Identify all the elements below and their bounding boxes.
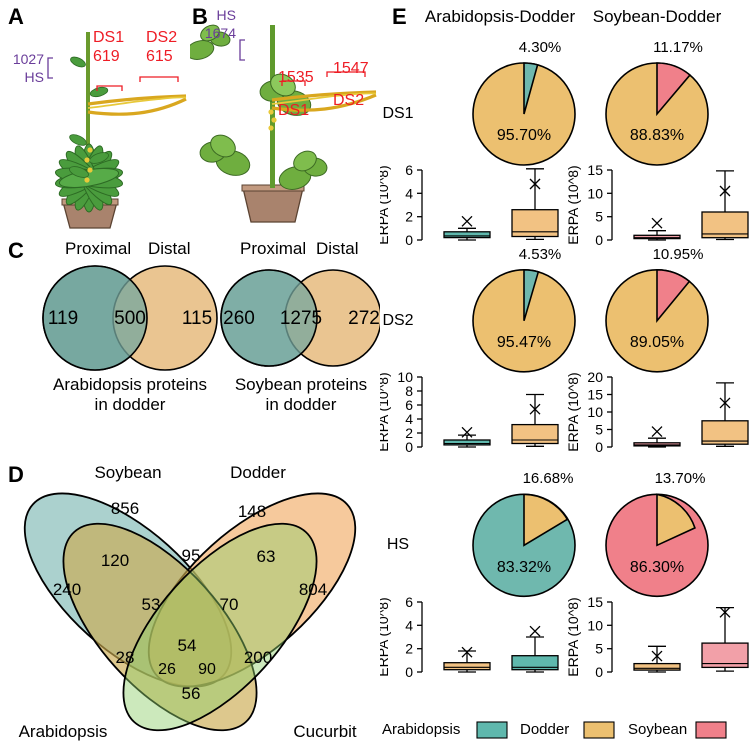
svg-text:ERPA (10^8): ERPA (10^8) bbox=[380, 165, 391, 244]
svg-text:6: 6 bbox=[405, 594, 413, 610]
svg-text:95.47%: 95.47% bbox=[497, 334, 551, 351]
svg-text:10.95%: 10.95% bbox=[653, 246, 704, 263]
svg-text:0: 0 bbox=[405, 232, 413, 248]
svg-text:Proximal: Proximal bbox=[240, 239, 306, 258]
svg-text:Cucurbit: Cucurbit bbox=[293, 722, 357, 741]
svg-text:DS2: DS2 bbox=[333, 92, 364, 109]
svg-text:2: 2 bbox=[405, 209, 413, 225]
svg-text:90: 90 bbox=[198, 661, 216, 678]
svg-text:10: 10 bbox=[397, 369, 413, 385]
svg-text:83.32%: 83.32% bbox=[497, 559, 551, 576]
svg-text:4: 4 bbox=[405, 411, 413, 427]
svg-text:ERPA (10^8): ERPA (10^8) bbox=[380, 597, 391, 676]
svg-text:6: 6 bbox=[405, 397, 413, 413]
svg-text:63: 63 bbox=[257, 547, 276, 566]
svg-text:DS2: DS2 bbox=[146, 29, 177, 46]
svg-text:Proximal: Proximal bbox=[65, 239, 131, 258]
svg-text:2: 2 bbox=[405, 641, 413, 657]
svg-text:HS: HS bbox=[217, 7, 236, 23]
svg-text:Arabidopsis proteins: Arabidopsis proteins bbox=[53, 375, 207, 394]
svg-text:Distal: Distal bbox=[316, 239, 359, 258]
svg-text:10: 10 bbox=[587, 185, 603, 201]
svg-text:13.70%: 13.70% bbox=[655, 470, 706, 487]
svg-text:804: 804 bbox=[299, 580, 327, 599]
svg-text:Soybean-Dodder: Soybean-Dodder bbox=[593, 7, 722, 26]
svg-text:260: 260 bbox=[223, 308, 255, 329]
svg-text:1547: 1547 bbox=[333, 60, 369, 77]
svg-text:6: 6 bbox=[405, 162, 413, 178]
svg-text:619: 619 bbox=[93, 48, 120, 65]
svg-text:2: 2 bbox=[405, 425, 413, 441]
svg-text:8: 8 bbox=[405, 383, 413, 399]
svg-text:1674: 1674 bbox=[205, 25, 236, 41]
svg-text:15: 15 bbox=[587, 594, 603, 610]
svg-text:1275: 1275 bbox=[280, 308, 322, 329]
svg-text:95: 95 bbox=[182, 546, 201, 565]
svg-text:56: 56 bbox=[182, 684, 201, 703]
svg-text:120: 120 bbox=[101, 551, 129, 570]
svg-text:119: 119 bbox=[48, 308, 78, 329]
svg-text:Arabidopsis-Dodder: Arabidopsis-Dodder bbox=[425, 7, 576, 26]
svg-text:115: 115 bbox=[182, 308, 212, 329]
svg-text:615: 615 bbox=[146, 48, 173, 65]
svg-text:5: 5 bbox=[595, 422, 603, 438]
svg-text:1535: 1535 bbox=[278, 69, 314, 86]
svg-text:200: 200 bbox=[244, 648, 272, 667]
svg-text:DS1: DS1 bbox=[278, 102, 309, 119]
svg-text:54: 54 bbox=[178, 636, 197, 655]
svg-text:10: 10 bbox=[587, 617, 603, 633]
svg-text:Arabidopsis: Arabidopsis bbox=[19, 722, 108, 741]
svg-text:15: 15 bbox=[587, 162, 603, 178]
svg-text:in dodder: in dodder bbox=[95, 395, 166, 414]
svg-text:10: 10 bbox=[587, 404, 603, 420]
svg-text:1027: 1027 bbox=[13, 51, 44, 67]
svg-text:20: 20 bbox=[587, 369, 603, 385]
svg-text:4.30%: 4.30% bbox=[519, 39, 562, 56]
svg-text:5: 5 bbox=[595, 641, 603, 657]
svg-text:Arabidopsis: Arabidopsis bbox=[382, 721, 460, 738]
svg-text:4: 4 bbox=[405, 617, 413, 633]
svg-text:ERPA (10^8): ERPA (10^8) bbox=[565, 597, 581, 676]
svg-text:HS: HS bbox=[387, 536, 409, 553]
svg-text:88.83%: 88.83% bbox=[630, 127, 684, 144]
svg-text:5: 5 bbox=[595, 209, 603, 225]
svg-text:70: 70 bbox=[220, 595, 239, 614]
svg-text:Dodder: Dodder bbox=[520, 721, 569, 738]
svg-text:15: 15 bbox=[587, 387, 603, 403]
svg-text:0: 0 bbox=[405, 439, 413, 455]
svg-text:DS2: DS2 bbox=[382, 312, 413, 329]
svg-text:856: 856 bbox=[111, 499, 139, 518]
svg-text:Soybean: Soybean bbox=[628, 721, 687, 738]
svg-text:0: 0 bbox=[595, 232, 603, 248]
svg-text:0: 0 bbox=[405, 664, 413, 680]
svg-text:4: 4 bbox=[405, 185, 413, 201]
svg-text:Soybean: Soybean bbox=[94, 463, 161, 482]
svg-text:0: 0 bbox=[595, 439, 603, 455]
svg-text:DS1: DS1 bbox=[382, 105, 413, 122]
svg-text:Soybean proteins: Soybean proteins bbox=[235, 375, 367, 394]
svg-text:11.17%: 11.17% bbox=[653, 39, 703, 56]
svg-text:95.70%: 95.70% bbox=[497, 127, 551, 144]
svg-text:28: 28 bbox=[116, 648, 135, 667]
svg-text:500: 500 bbox=[114, 308, 146, 329]
svg-text:DS1: DS1 bbox=[93, 29, 124, 46]
svg-text:ERPA (10^8): ERPA (10^8) bbox=[565, 165, 581, 244]
svg-text:272: 272 bbox=[348, 308, 380, 329]
svg-text:in dodder: in dodder bbox=[266, 395, 337, 414]
svg-text:ERPA (10^8): ERPA (10^8) bbox=[565, 372, 581, 451]
svg-text:0: 0 bbox=[595, 664, 603, 680]
svg-text:Distal: Distal bbox=[148, 239, 191, 258]
svg-text:ERPA (10^8): ERPA (10^8) bbox=[380, 372, 391, 451]
svg-text:89.05%: 89.05% bbox=[630, 334, 684, 351]
svg-text:16.68%: 16.68% bbox=[523, 470, 574, 487]
svg-text:HS: HS bbox=[25, 69, 44, 85]
svg-text:86.30%: 86.30% bbox=[630, 559, 684, 576]
svg-text:4.53%: 4.53% bbox=[519, 246, 562, 263]
svg-text:Dodder: Dodder bbox=[230, 463, 286, 482]
svg-text:53: 53 bbox=[142, 595, 161, 614]
svg-text:148: 148 bbox=[238, 502, 266, 521]
svg-text:26: 26 bbox=[158, 661, 176, 678]
svg-text:240: 240 bbox=[53, 580, 81, 599]
